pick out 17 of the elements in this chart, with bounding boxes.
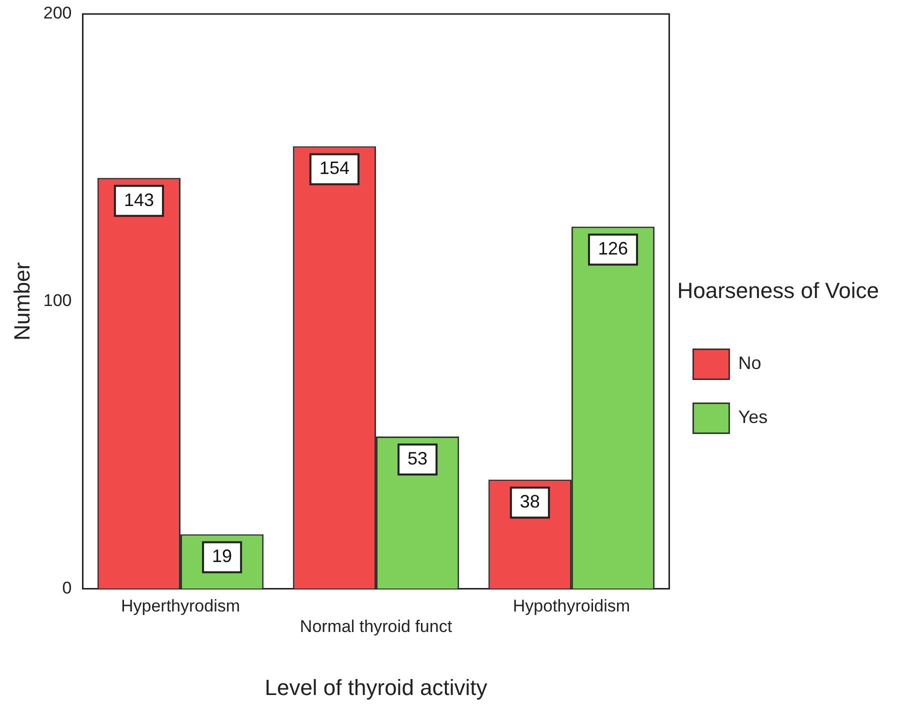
legend-label: No [738,353,762,374]
legend-title: Hoarseness of Voice [677,278,879,303]
data-label: 19 [212,546,232,566]
y-tick-label: 200 [43,4,72,23]
y-tick-label: 0 [62,578,72,598]
y-axis-title: Number [9,262,34,341]
x-tick-label: Normal thyroid funct [300,617,452,636]
data-label: 38 [520,492,540,512]
y-tick-label: 100 [43,291,72,310]
x-tick-label: Hyperthyrodism [120,596,240,616]
data-label: 154 [319,158,350,178]
x-tick-label: Hypothyroidism [512,596,630,616]
data-label: 143 [124,190,154,210]
data-label: 126 [598,238,628,259]
data-label: 53 [408,448,428,468]
legend-label: Yes [738,407,768,428]
x-axis-title: Level of thyroid activity [264,674,488,700]
